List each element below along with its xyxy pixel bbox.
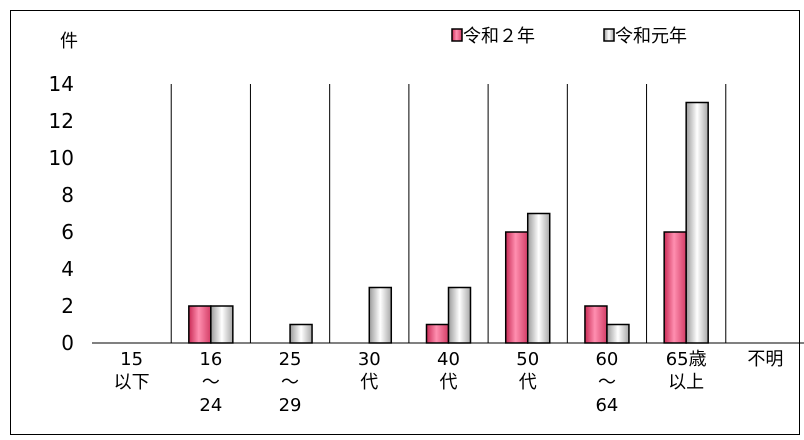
category-label: ～ <box>598 372 616 393</box>
chart-frame <box>10 10 800 435</box>
bar-series-2 <box>447 286 472 344</box>
category-label: 29 <box>279 395 302 416</box>
y-tick-label: 12 <box>49 109 74 133</box>
category-label: 16 <box>199 349 222 370</box>
category-label: ～ <box>202 372 220 393</box>
bar-series-1 <box>584 305 608 344</box>
bar-series-2 <box>368 286 393 344</box>
legend-swatch-series-2 <box>603 28 615 42</box>
y-axis-ticks: 0 2 4 6 8 10 12 14 <box>49 72 74 355</box>
bar-series-2 <box>289 323 313 344</box>
bar-series-1 <box>663 231 687 344</box>
y-tick-label: 2 <box>61 294 74 318</box>
bar-series-1 <box>504 231 529 344</box>
y-tick-label: 10 <box>49 146 74 170</box>
bar-series-1 <box>425 323 450 344</box>
y-tick-label: 0 <box>61 331 74 355</box>
category-label: 25 <box>279 349 302 370</box>
bar-series-2 <box>210 305 234 344</box>
category-label: 不明 <box>747 349 783 370</box>
category-label: 64 <box>595 395 618 416</box>
legend: 令和２年 令和元年 <box>451 26 687 47</box>
bars <box>188 101 709 344</box>
category-label: 65歳 <box>666 349 707 370</box>
category-label: 15 <box>120 349 143 370</box>
legend-label-series-1: 令和２年 <box>463 26 535 47</box>
category-label: ～ <box>281 372 299 393</box>
y-tick-label: 4 <box>61 257 74 281</box>
bar-series-2 <box>685 101 709 344</box>
category-label: 代 <box>519 372 537 393</box>
category-label: 40 <box>437 349 460 370</box>
bar-series-2 <box>526 212 551 344</box>
y-tick-label: 14 <box>49 72 74 96</box>
legend-swatch-series-1 <box>451 28 463 42</box>
category-label: 以上 <box>668 372 704 393</box>
bar-series-2 <box>606 323 630 344</box>
category-label: 60 <box>595 349 618 370</box>
category-label: 以下 <box>114 372 150 393</box>
category-label: 50 <box>516 349 539 370</box>
y-unit-label: 件 <box>60 31 78 52</box>
y-tick-label: 8 <box>61 183 74 207</box>
category-label: 24 <box>199 395 222 416</box>
gridlines <box>170 84 727 343</box>
legend-label-series-2: 令和元年 <box>615 26 687 47</box>
category-label: 30 <box>358 349 381 370</box>
y-tick-label: 6 <box>61 220 74 244</box>
category-label: 代 <box>360 372 378 393</box>
bar-series-1 <box>188 305 212 344</box>
category-label: 代 <box>440 372 458 393</box>
